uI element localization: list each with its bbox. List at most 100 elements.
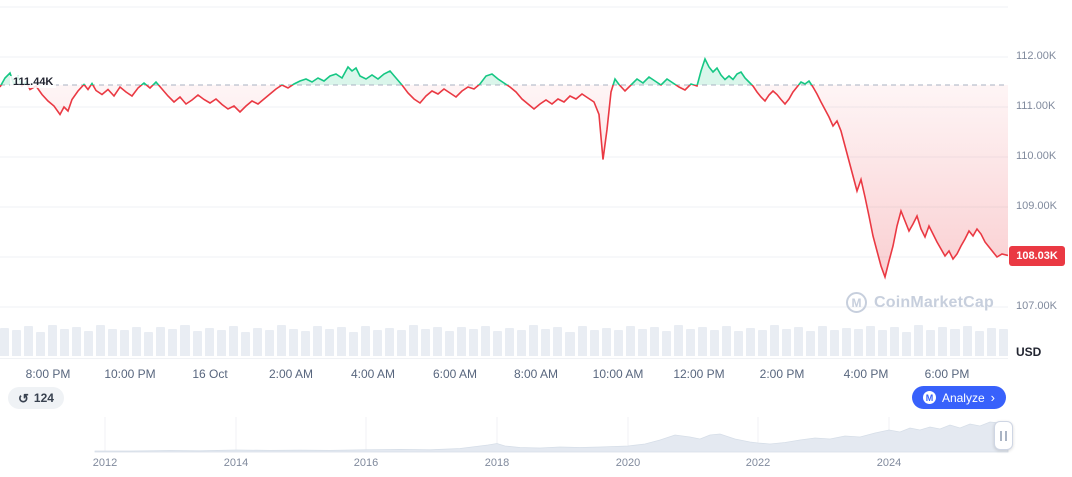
volume-bar xyxy=(312,326,322,356)
year-label: 2016 xyxy=(353,457,379,469)
volume-bar xyxy=(493,331,503,356)
chevron-right-icon: › xyxy=(990,390,995,405)
volume-bar xyxy=(397,330,407,356)
volume-bar xyxy=(505,328,515,356)
main-chart-area[interactable]: M CoinMarketCap 111.44K xyxy=(0,0,1008,359)
x-axis-label: 2:00 PM xyxy=(759,367,805,381)
volume-bar xyxy=(204,328,214,356)
range-selector[interactable] xyxy=(0,415,1072,453)
volume-bar xyxy=(866,326,876,356)
x-axis-label: 10:00 AM xyxy=(592,367,644,381)
volume-bar xyxy=(709,330,719,356)
volume-bar xyxy=(842,328,852,356)
volume-bar xyxy=(685,329,695,356)
grip-line xyxy=(1005,430,1007,441)
analyze-button[interactable]: M Analyze › xyxy=(911,386,1006,409)
volume-bar xyxy=(890,327,900,356)
volume-bar xyxy=(192,331,202,356)
volume-bar xyxy=(481,326,491,356)
volume-bars xyxy=(0,320,1008,356)
x-axis-label: 8:00 PM xyxy=(25,367,71,381)
volume-bar xyxy=(288,329,298,356)
volume-bar xyxy=(962,326,972,356)
volume-bar xyxy=(144,332,154,356)
volume-bar xyxy=(0,328,10,356)
volume-bar xyxy=(180,325,190,356)
x-axis: 8:00 PM 10:00 PM 16 Oct 2:00 AM 4:00 AM 6:00 … xyxy=(0,356,1072,386)
volume-bar xyxy=(156,327,166,356)
grip-line xyxy=(1000,430,1002,441)
volume-bar xyxy=(830,330,840,356)
volume-bar xyxy=(72,327,82,356)
volume-bar xyxy=(806,331,816,356)
volume-bar xyxy=(926,330,936,356)
volume-bar xyxy=(132,327,142,356)
volume-bar xyxy=(252,328,262,356)
volume-bar xyxy=(565,332,575,356)
volume-bar xyxy=(276,325,286,356)
volume-bar xyxy=(914,325,924,356)
x-axis-label: 12:00 PM xyxy=(673,367,725,381)
x-axis-label: 10:00 PM xyxy=(104,367,156,381)
x-axis-label: 4:00 PM xyxy=(843,367,889,381)
volume-bar xyxy=(60,329,70,356)
volume-bar xyxy=(445,331,455,356)
year-label: 2012 xyxy=(92,457,118,469)
volume-bar xyxy=(818,326,828,356)
coinmarketcap-logo-icon: M xyxy=(846,292,868,313)
volume-bar xyxy=(613,330,623,356)
x-axis-label: 2:00 AM xyxy=(268,367,314,381)
volume-bar xyxy=(553,327,563,356)
year-label: 2014 xyxy=(223,457,249,469)
volume-bar xyxy=(433,327,443,356)
volume-bar xyxy=(457,327,467,356)
volume-bar xyxy=(216,330,226,356)
volume-bar xyxy=(84,331,94,356)
volume-bar xyxy=(673,325,683,356)
volume-bar xyxy=(517,330,527,356)
range-handle[interactable] xyxy=(994,421,1013,450)
volume-bar xyxy=(372,330,382,356)
history-count: 124 xyxy=(33,391,54,405)
volume-bar xyxy=(649,327,659,356)
y-axis-label: 109.00K xyxy=(1016,200,1057,212)
volume-bar xyxy=(36,332,46,356)
volume-bar xyxy=(625,326,635,356)
year-label: 2024 xyxy=(876,457,902,469)
volume-bar xyxy=(854,329,864,356)
volume-bar xyxy=(421,329,431,356)
volume-bar xyxy=(998,329,1008,356)
y-axis-label: 107.00K xyxy=(1016,300,1057,312)
volume-bar xyxy=(950,329,960,356)
volume-bar xyxy=(348,332,358,356)
volume-bar xyxy=(577,326,587,356)
volume-bar xyxy=(721,326,731,356)
y-axis-label: 110.00K xyxy=(1016,150,1057,162)
volume-bar xyxy=(770,325,780,356)
history-count-pill[interactable]: ↺ 124 xyxy=(8,387,64,409)
volume-bar xyxy=(360,326,370,356)
currency-unit-label: USD xyxy=(1016,345,1042,359)
history-icon: ↺ xyxy=(18,390,29,406)
coinmarketcap-watermark: M CoinMarketCap xyxy=(846,292,994,313)
volume-bar xyxy=(108,329,118,356)
x-axis-label: 6:00 AM xyxy=(432,367,478,381)
volume-bar xyxy=(264,330,274,356)
volume-bar xyxy=(120,330,130,356)
volume-bar xyxy=(48,325,58,356)
all-time-minichart[interactable] xyxy=(0,415,1072,453)
year-label: 2020 xyxy=(615,457,641,469)
year-label: 2018 xyxy=(484,457,510,469)
volume-bar xyxy=(782,329,792,356)
volume-bar xyxy=(336,327,346,356)
volume-bar xyxy=(96,325,106,356)
volume-bar xyxy=(661,331,671,356)
current-price-badge: 108.03K xyxy=(1009,245,1065,266)
price-line-chart[interactable] xyxy=(0,0,1008,358)
volume-bar xyxy=(385,328,395,356)
coinmarketcap-badge-icon: M xyxy=(922,391,936,404)
volume-bar xyxy=(601,328,611,356)
volume-bar xyxy=(938,327,948,356)
volume-bar xyxy=(697,327,707,356)
volume-bar xyxy=(529,325,539,356)
